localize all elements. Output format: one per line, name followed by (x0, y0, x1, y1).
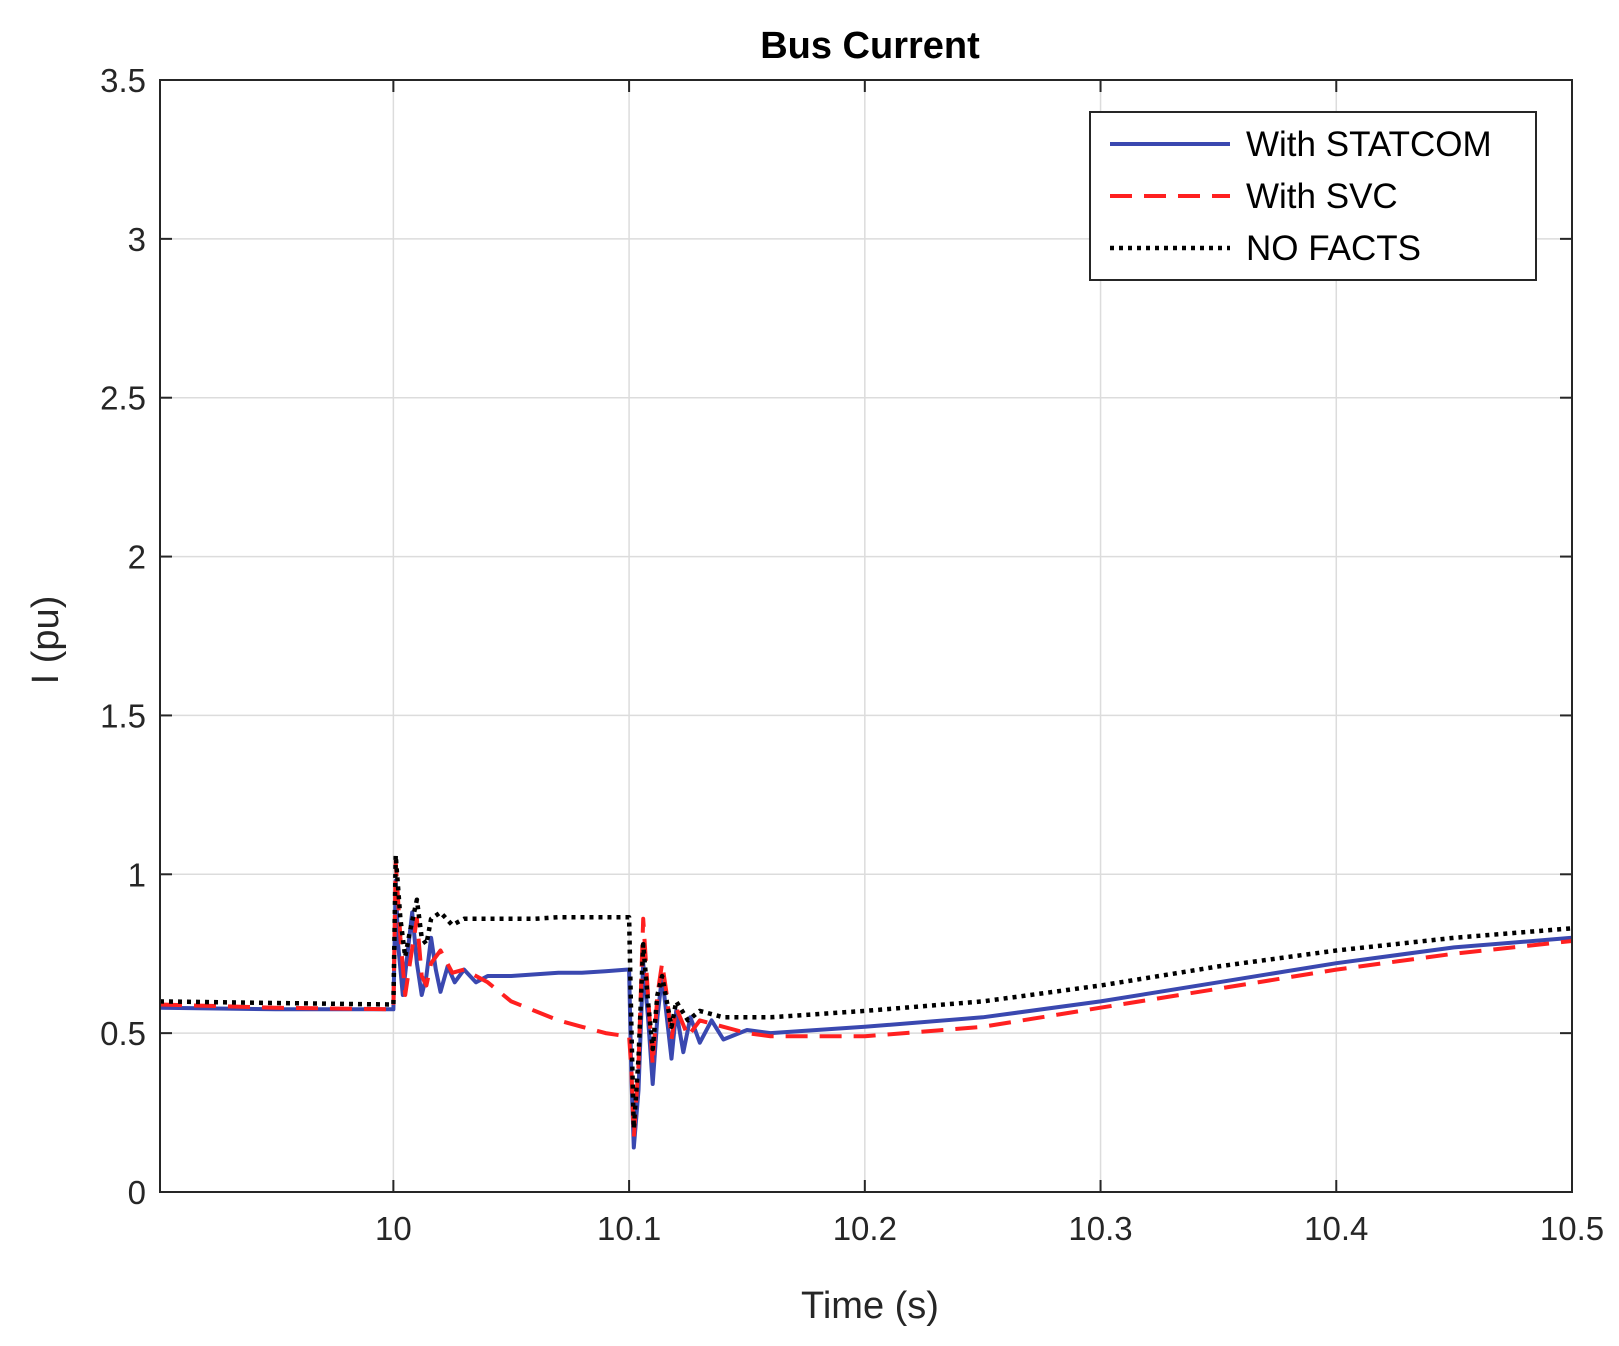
legend-entry: NO FACTS (1246, 229, 1421, 268)
y-tick-label: 3 (128, 221, 146, 258)
y-tick-label: 2.5 (100, 380, 146, 417)
y-tick-label: 1.5 (100, 697, 146, 734)
x-tick-label: 10.2 (833, 1210, 897, 1247)
x-tick-label: 10 (375, 1210, 412, 1247)
ticks: 10 10.1 10.2 10.3 10.4 10.5 0 0.5 1 1.5 2 2.5 3 3.5 (100, 62, 1604, 1247)
series-lines (159, 852, 1573, 1150)
x-axis-label: Time (s) (801, 1285, 939, 1327)
y-tick-label: 0.5 (100, 1015, 146, 1052)
plot-frame (159, 79, 1573, 1193)
legend: With STATCOM With SVC NO FACTS (1089, 111, 1537, 281)
y-axis-label: I (pu) (25, 596, 67, 685)
chart-title: Bus Current (760, 25, 980, 67)
legend-entry: With STATCOM (1246, 125, 1492, 164)
series-line-no-facts (159, 852, 1573, 1131)
y-tick-label: 1 (128, 856, 146, 893)
series-line-with-svc (159, 859, 1573, 1140)
x-tick-label: 10.3 (1068, 1210, 1132, 1247)
series-line-with-statcom (159, 878, 1573, 1150)
y-tick-label: 2 (128, 539, 146, 576)
y-tick-label: 3.5 (100, 62, 146, 99)
y-tick-label: 0 (128, 1174, 146, 1211)
x-tick-label: 10.1 (597, 1210, 661, 1247)
x-tick-label: 10.5 (1540, 1210, 1604, 1247)
legend-entry: With SVC (1246, 177, 1398, 216)
x-tick-label: 10.4 (1304, 1210, 1368, 1247)
